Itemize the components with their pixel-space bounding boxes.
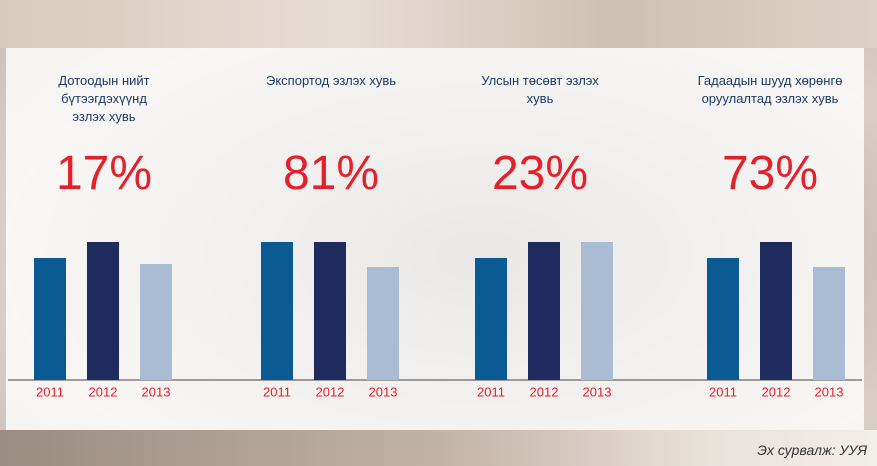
photo-band: [0, 0, 877, 48]
x-tick-label: 2013: [142, 384, 171, 399]
x-tick-label: 2011: [263, 384, 291, 399]
photo-band: [0, 430, 877, 466]
source: Эх сурвалж: УУЯ: [757, 442, 867, 458]
chart-title: Дотоодын нийт бүтээгдэхүүнд эзлэх хувь: [58, 73, 150, 124]
x-tick-label: 2012: [89, 384, 118, 399]
bar: [760, 242, 792, 380]
bar: [813, 267, 845, 380]
bar: [314, 242, 346, 380]
chart-title: Экспортод эзлэх хувь: [266, 73, 397, 88]
headline: 73%: [721, 147, 819, 200]
bar: [707, 258, 739, 380]
x-tick-label: 2011: [36, 384, 64, 399]
headline: 23%: [491, 147, 589, 200]
bar: [581, 242, 613, 380]
x-tick-label: 2012: [762, 384, 791, 399]
bar: [261, 242, 293, 380]
bar: [34, 258, 66, 380]
bar: [528, 242, 560, 380]
x-tick-label: 2012: [316, 384, 345, 399]
x-tick-label: 2013: [369, 384, 398, 399]
x-tick-label: 2013: [583, 384, 612, 399]
bar: [140, 264, 172, 380]
x-tick-label: 2011: [477, 384, 505, 399]
bar: [475, 258, 507, 380]
headline: 81%: [282, 147, 380, 200]
x-tick-label: 2013: [815, 384, 844, 399]
chart-title: Улсын төсөвт эзлэх хувь: [481, 73, 599, 106]
chart-title: Гадаадын шууд хөрөнгө оруулалтад эзлэх х…: [697, 73, 843, 106]
bar: [367, 267, 399, 380]
headline: 17%: [55, 147, 153, 200]
bar: [87, 242, 119, 380]
x-tick-label: 2011: [709, 384, 737, 399]
x-tick-label: 2012: [530, 384, 559, 399]
